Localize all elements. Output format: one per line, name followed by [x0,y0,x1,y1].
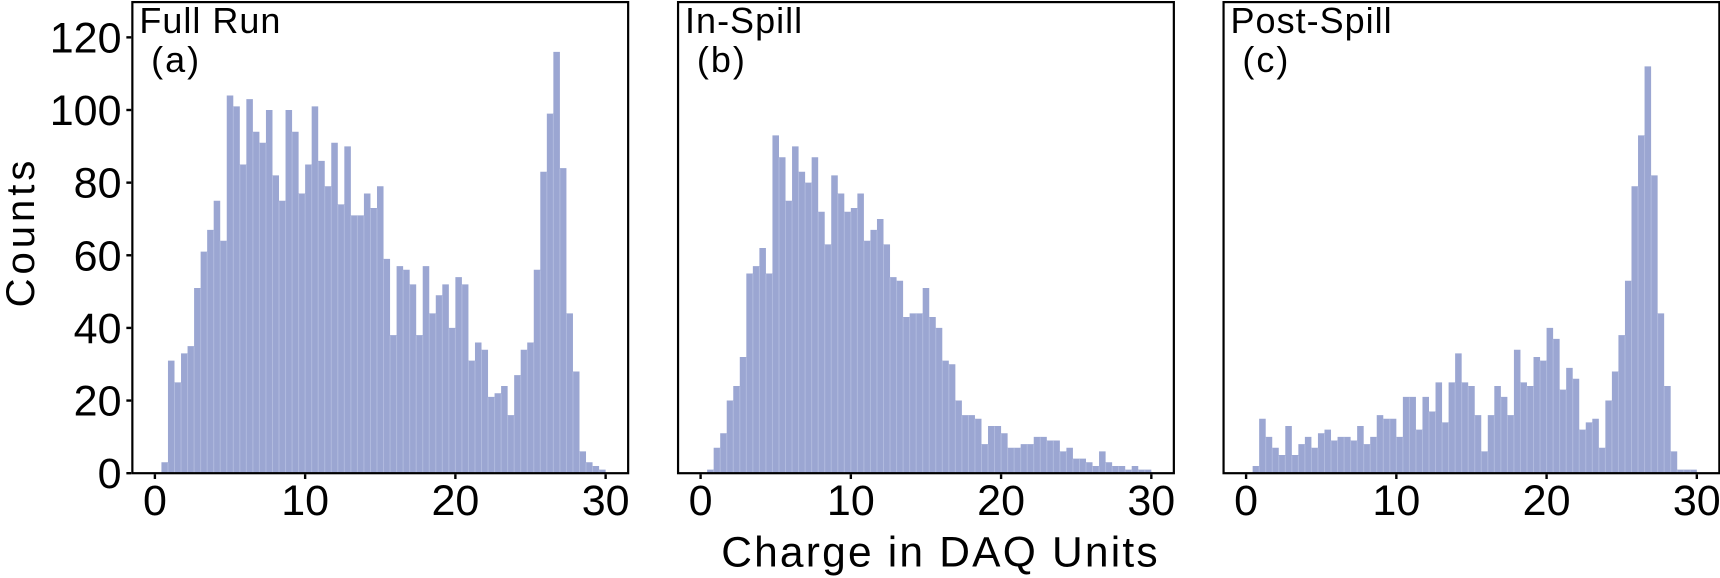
svg-text:20: 20 [74,378,122,426]
svg-text:10: 10 [827,477,875,525]
svg-text:Full Run: Full Run [139,0,281,41]
svg-text:(a): (a) [151,39,201,80]
svg-text:20: 20 [1523,477,1571,525]
svg-text:10: 10 [1372,477,1420,525]
svg-text:In-Spill: In-Spill [685,0,803,41]
svg-text:Charge in DAQ Units: Charge in DAQ Units [721,530,1160,577]
svg-text:80: 80 [74,160,122,208]
svg-text:60: 60 [74,232,122,280]
svg-text:30: 30 [582,477,630,525]
svg-text:0: 0 [1234,477,1258,525]
svg-text:0: 0 [143,477,167,525]
svg-text:0: 0 [98,450,122,498]
svg-text:(c): (c) [1242,39,1290,80]
svg-text:0: 0 [689,477,713,525]
svg-text:120: 120 [50,14,122,62]
svg-text:10: 10 [281,477,329,525]
svg-text:40: 40 [74,305,122,353]
svg-text:30: 30 [1127,477,1175,525]
svg-text:20: 20 [431,477,479,525]
svg-text:(b): (b) [697,39,747,80]
svg-text:100: 100 [50,87,122,135]
svg-text:Counts: Counts [0,157,43,308]
svg-text:30: 30 [1673,477,1720,525]
svg-text:20: 20 [977,477,1025,525]
svg-text:Post-Spill: Post-Spill [1231,0,1393,41]
